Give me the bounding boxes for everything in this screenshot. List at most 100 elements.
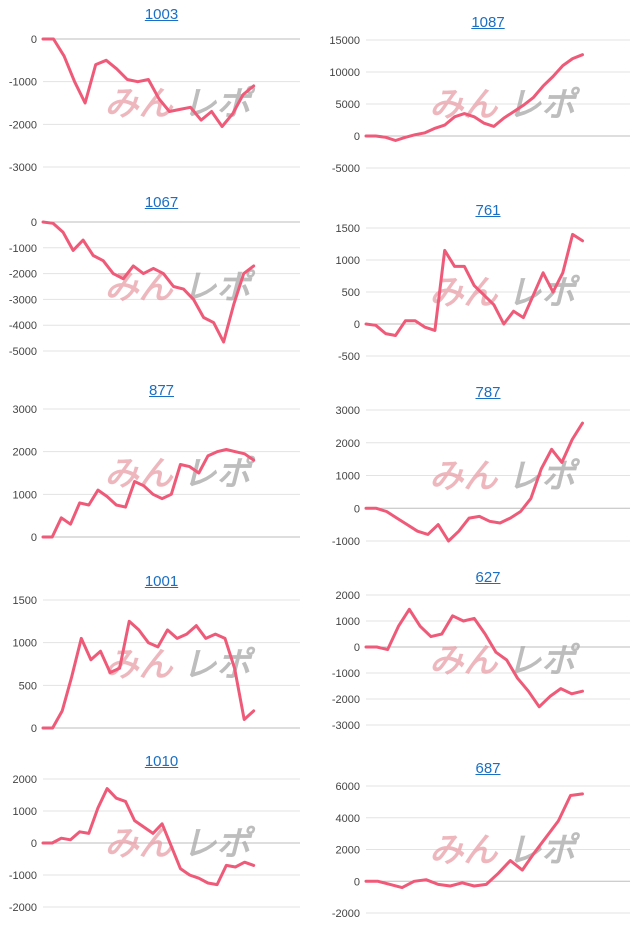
y-tick-label: 1000: [13, 489, 37, 501]
chart-panel-627: 2000 1000 0 -1000 -2000 -3000 みん レポ 627: [320, 569, 640, 739]
watermark-logo-right: レポ: [507, 85, 580, 125]
watermark-logo-left: みん: [429, 85, 498, 125]
y-tick-label: 1500: [13, 595, 37, 607]
watermark-logo-left: みん: [105, 454, 174, 494]
y-tick-label: 2000: [336, 845, 360, 857]
series-line: [41, 619, 256, 730]
y-tick-label: 0: [354, 876, 360, 888]
chart-title-link[interactable]: 761: [475, 202, 501, 219]
chart-title-link[interactable]: 1087: [471, 14, 505, 31]
line-chart: 15000 10000 5000 0 -5000 みん レポ: [329, 35, 630, 175]
watermark-logo-left: みん: [105, 824, 174, 864]
series-line: [41, 37, 256, 128]
series-line: [364, 232, 584, 337]
y-tick-label: 10000: [329, 67, 360, 79]
line-chart: 3000 2000 1000 0 みん レポ: [13, 404, 300, 544]
watermark-logo-left: みん: [429, 641, 498, 681]
y-tick-label: -5000: [332, 163, 360, 175]
line-chart: 6000 4000 2000 0 -2000 みん レポ: [332, 781, 630, 920]
chart-title-link[interactable]: 787: [475, 384, 501, 401]
series-line: [41, 787, 256, 887]
watermark-logo-right: レポ: [507, 831, 580, 871]
y-tick-label: -1000: [332, 668, 360, 680]
watermark-logo-right: レポ: [183, 84, 256, 124]
series-line: [364, 53, 584, 142]
y-tick-label: -3000: [9, 162, 37, 174]
y-tick-label: 3000: [336, 405, 360, 417]
y-tick-label: 1000: [13, 638, 37, 650]
y-tick-label: -4000: [9, 320, 37, 332]
y-tick-label: 1000: [13, 806, 37, 818]
watermark-logo-right: レポ: [183, 824, 256, 864]
chart-title-link[interactable]: 687: [475, 760, 501, 777]
y-tick-label: -2000: [332, 694, 360, 706]
y-tick-label: 1500: [336, 223, 360, 235]
chart-title-link[interactable]: 1067: [144, 194, 179, 211]
chart-title-link[interactable]: 1010: [144, 753, 179, 770]
y-tick-label: -500: [338, 351, 360, 363]
y-tick-label: 3000: [13, 404, 37, 416]
y-tick-label: 0: [31, 217, 37, 229]
watermark-logo-left: みん: [429, 831, 498, 871]
watermark-logo-right: レポ: [507, 641, 580, 681]
y-tick-label: 15000: [329, 35, 360, 47]
chart-panel-1001: 1500 1000 500 0 みん レポ 1001: [0, 573, 315, 742]
watermark-logo-right: レポ: [183, 454, 256, 494]
y-tick-label: -3000: [332, 720, 360, 732]
y-tick-label: 6000: [336, 781, 360, 793]
line-chart: 2000 1000 0 -1000 -2000 -3000 みん レポ: [332, 590, 630, 732]
y-tick-label: 2000: [336, 438, 360, 450]
y-tick-label: 2000: [336, 590, 360, 602]
line-chart: 2000 1000 0 -1000 -2000 みん レポ: [9, 774, 300, 914]
y-tick-label: -2000: [9, 269, 37, 281]
y-tick-label: 0: [31, 838, 37, 850]
y-tick-label: -1000: [9, 77, 37, 89]
y-tick-label: 1000: [336, 471, 360, 483]
watermark-logo-left: みん: [429, 457, 498, 497]
y-tick-label: 4000: [336, 813, 360, 825]
y-tick-label: 2000: [13, 774, 37, 786]
y-tick-label: -1000: [332, 536, 360, 548]
watermark-logo-right: レポ: [507, 273, 580, 313]
line-chart: 1500 1000 500 0 みん レポ: [13, 595, 300, 735]
chart-panel-877: 3000 2000 1000 0 みん レポ 877: [0, 382, 315, 551]
watermark-logo-right: レポ: [183, 645, 256, 685]
chart-panel-1087: 15000 10000 5000 0 -5000 みん レポ 1087: [320, 14, 640, 182]
y-tick-label: 1000: [336, 616, 360, 628]
chart-panel-787: 3000 2000 1000 0 -1000 みん レポ 787: [320, 384, 640, 555]
y-tick-label: -3000: [9, 294, 37, 306]
y-tick-label: -2000: [332, 908, 360, 920]
y-tick-label: 0: [31, 723, 37, 735]
series-line: [364, 607, 584, 709]
watermark-logo-left: みん: [105, 645, 174, 685]
chart-panel-687: 6000 4000 2000 0 -2000 みん レポ 687: [320, 760, 640, 927]
y-tick-label: -2000: [9, 119, 37, 131]
y-tick-label: 0: [31, 532, 37, 544]
chart-title-link[interactable]: 877: [148, 382, 175, 399]
chart-panel-1003: 0 -1000 -2000 -3000 みん レポ 1003: [0, 6, 315, 181]
chart-title-link[interactable]: 1001: [144, 573, 179, 590]
y-tick-label: -2000: [9, 902, 37, 914]
series-line: [364, 421, 584, 543]
series-line: [41, 220, 256, 344]
chart-panel-1067: 0 -1000 -2000 -3000 -4000 -5000 みん レポ 1067: [0, 194, 315, 365]
y-tick-label: 0: [354, 503, 360, 515]
chart-panel-761: 1500 1000 500 0 -500 みん レポ 761: [320, 202, 640, 370]
chart-panel-1010: 2000 1000 0 -1000 -2000 みん レポ 1010: [0, 753, 315, 921]
y-tick-label: -1000: [9, 243, 37, 255]
y-tick-label: 0: [354, 319, 360, 331]
y-tick-label: -5000: [9, 346, 37, 358]
y-tick-label: -1000: [9, 870, 37, 882]
y-tick-label: 500: [342, 287, 360, 299]
chart-title-link[interactable]: 1003: [144, 6, 179, 23]
series-line: [41, 448, 256, 539]
y-tick-label: 0: [354, 642, 360, 654]
chart-title-link[interactable]: 627: [475, 569, 501, 586]
y-tick-label: 0: [31, 34, 37, 46]
y-tick-label: 2000: [13, 447, 37, 459]
y-tick-label: 0: [354, 131, 360, 143]
series-line: [364, 792, 584, 890]
